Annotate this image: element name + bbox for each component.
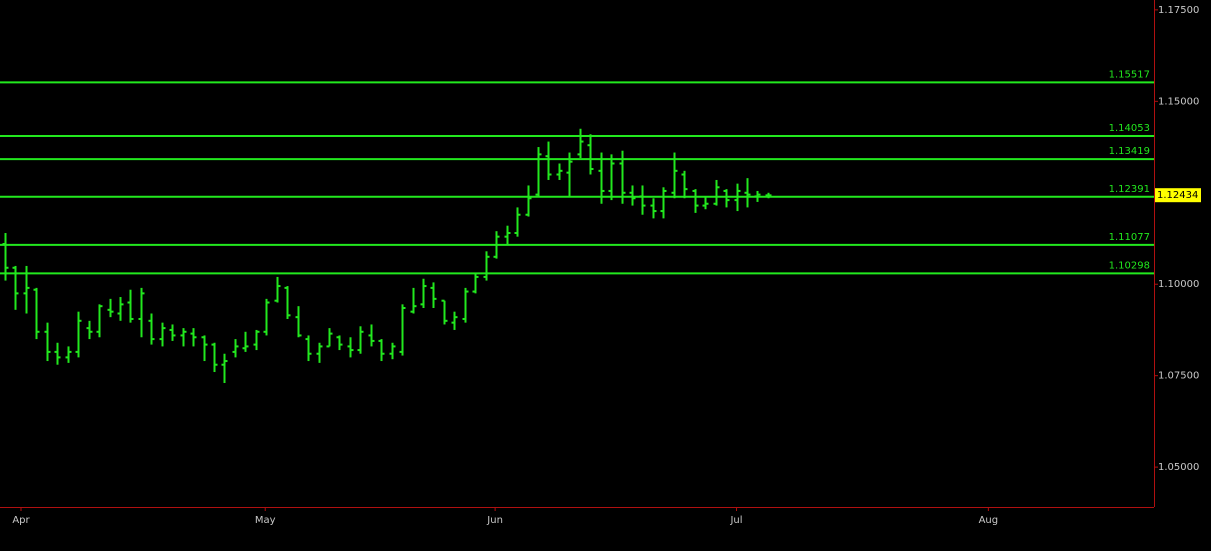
last-price-label: 1.12434 — [1157, 190, 1198, 201]
x-tick-label: Aug — [979, 515, 999, 526]
level-label: 1.12391 — [1109, 184, 1150, 195]
level-label: 1.14053 — [1109, 123, 1150, 134]
y-tick-label: 1.17500 — [1158, 5, 1199, 16]
x-tick-label: Apr — [12, 515, 30, 526]
level-label: 1.11077 — [1109, 232, 1150, 243]
x-tick-label: May — [255, 515, 276, 526]
y-tick-label: 1.15000 — [1158, 96, 1199, 107]
last-price-tag — [1155, 188, 1201, 203]
level-label: 1.10298 — [1109, 260, 1150, 271]
y-tick-label: 1.07500 — [1158, 371, 1199, 382]
level-label: 1.15517 — [1109, 69, 1150, 80]
y-tick-label: 1.10000 — [1158, 279, 1199, 290]
y-tick-label: 1.05000 — [1158, 462, 1199, 473]
level-label: 1.13419 — [1109, 146, 1150, 157]
x-tick-label: Jul — [729, 515, 742, 526]
x-tick-label: Jun — [486, 515, 503, 526]
